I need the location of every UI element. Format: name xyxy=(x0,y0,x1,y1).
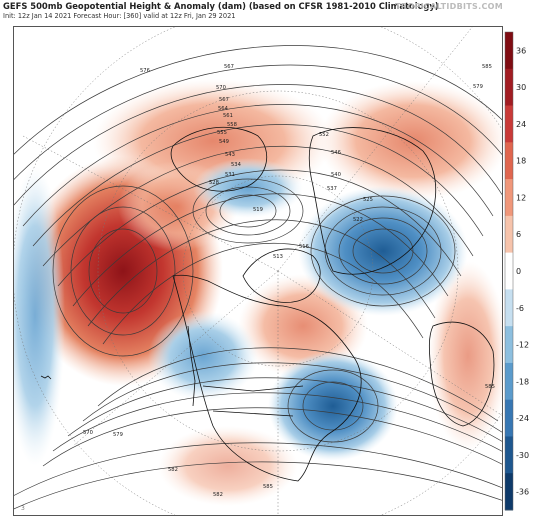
contour-label-2: 570 xyxy=(216,85,226,91)
contour-label-24: 579 xyxy=(473,84,483,90)
colorbar-swatch xyxy=(505,142,513,180)
contour-labels: 567 576 570 567 564 561 558 555 552 549 … xyxy=(83,64,495,498)
colorbar-swatch xyxy=(505,473,513,511)
colorbar-swatch xyxy=(505,252,513,290)
contour-label-16: 528 xyxy=(209,180,219,186)
colorbar-tick-label: 0 xyxy=(516,267,521,276)
run-info: Init: 12z Jan 14 2021 Forecast Hour: [36… xyxy=(3,12,236,20)
contour-label-0: 567 xyxy=(224,64,234,70)
contour-label-29: 582 xyxy=(213,492,223,498)
colorbar-tick-label: -6 xyxy=(516,304,524,313)
colorbar-swatch xyxy=(505,105,513,143)
colorbar-tick-label: 18 xyxy=(516,157,526,166)
contour-label-11: 543 xyxy=(225,152,235,158)
contour-label-19: 519 xyxy=(253,207,263,213)
contour-label-3: 567 xyxy=(219,97,229,103)
contour-label-21: 513 xyxy=(273,254,283,260)
corner-mark: 3 xyxy=(21,505,25,512)
header: GEFS 500mb Geopotential Height & Anomaly… xyxy=(3,1,503,23)
colorbar-frame xyxy=(504,31,514,511)
contour-label-27: 570 xyxy=(83,430,93,436)
colorbar-tick-label: -12 xyxy=(516,341,529,350)
anomaly-colorbar: 36 30 24 18 12 6 0 -6 -12 -18 -24 -30 -36 xyxy=(504,31,529,511)
contour-label-17: 525 xyxy=(363,197,373,203)
colorbar-tick-label: -30 xyxy=(516,451,529,460)
contour-label-6: 558 xyxy=(227,122,237,128)
contour-label-26: 579 xyxy=(113,432,123,438)
colorbar-tick-label: -24 xyxy=(516,414,529,423)
contour-label-20: 516 xyxy=(299,244,309,250)
contour-label-25: 585 xyxy=(485,384,495,390)
colorbar-ticks: 36 30 24 18 12 6 0 -6 -12 -18 -24 -30 -36 xyxy=(516,46,529,496)
colorbar-tick-label: 24 xyxy=(516,120,526,129)
contour-label-1: 576 xyxy=(140,68,150,74)
map-frame xyxy=(13,26,503,516)
colorbar-swatch xyxy=(505,362,513,401)
contour-label-10: 546 xyxy=(331,150,341,156)
colorbar-tick-label: 36 xyxy=(516,46,526,55)
colorbar-tick-label: 12 xyxy=(516,193,526,202)
contour-label-18: 522 xyxy=(353,217,363,223)
contour-label-15: 531 xyxy=(225,172,235,178)
contour-label-14: 534 xyxy=(231,162,242,168)
coastlines xyxy=(40,126,495,482)
height-contours xyxy=(13,45,503,510)
contour-label-9: 549 xyxy=(219,139,229,145)
colorbar-swatch xyxy=(505,215,513,254)
contour-label-5: 561 xyxy=(223,113,233,119)
colorbar-swatch xyxy=(505,399,513,437)
colorbar-tick-label: -36 xyxy=(516,488,529,497)
site-logo-text: TROPICALTIDBITS.COM xyxy=(395,2,503,11)
map-title: GEFS 500mb Geopotential Height & Anomaly… xyxy=(3,1,439,11)
colorbar-tick-label: 30 xyxy=(516,83,526,92)
contour-label-23: 585 xyxy=(482,64,492,70)
contour-label-8: 552 xyxy=(319,132,329,138)
colorbar-swatch xyxy=(505,289,513,327)
contour-label-4: 564 xyxy=(218,106,229,112)
colorbar-tick-label: 6 xyxy=(516,230,521,239)
contour-label-7: 555 xyxy=(217,130,227,136)
contour-label-12: 540 xyxy=(331,172,341,178)
colorbar-swatch xyxy=(505,436,513,474)
contour-label-22: 582 xyxy=(168,467,178,473)
colorbar-swatch xyxy=(505,326,513,364)
colorbar-swatch xyxy=(505,32,513,70)
contour-label-13: 537 xyxy=(327,186,337,192)
colorbar-swatch xyxy=(505,68,513,107)
contour-label-28: 585 xyxy=(263,484,273,490)
colorbar-swatch xyxy=(505,179,513,217)
colorbar-swatches xyxy=(504,31,514,511)
height-anomaly-map: 567 576 570 567 564 561 558 555 552 549 … xyxy=(13,26,503,516)
colorbar-tick-label: -18 xyxy=(516,377,529,386)
